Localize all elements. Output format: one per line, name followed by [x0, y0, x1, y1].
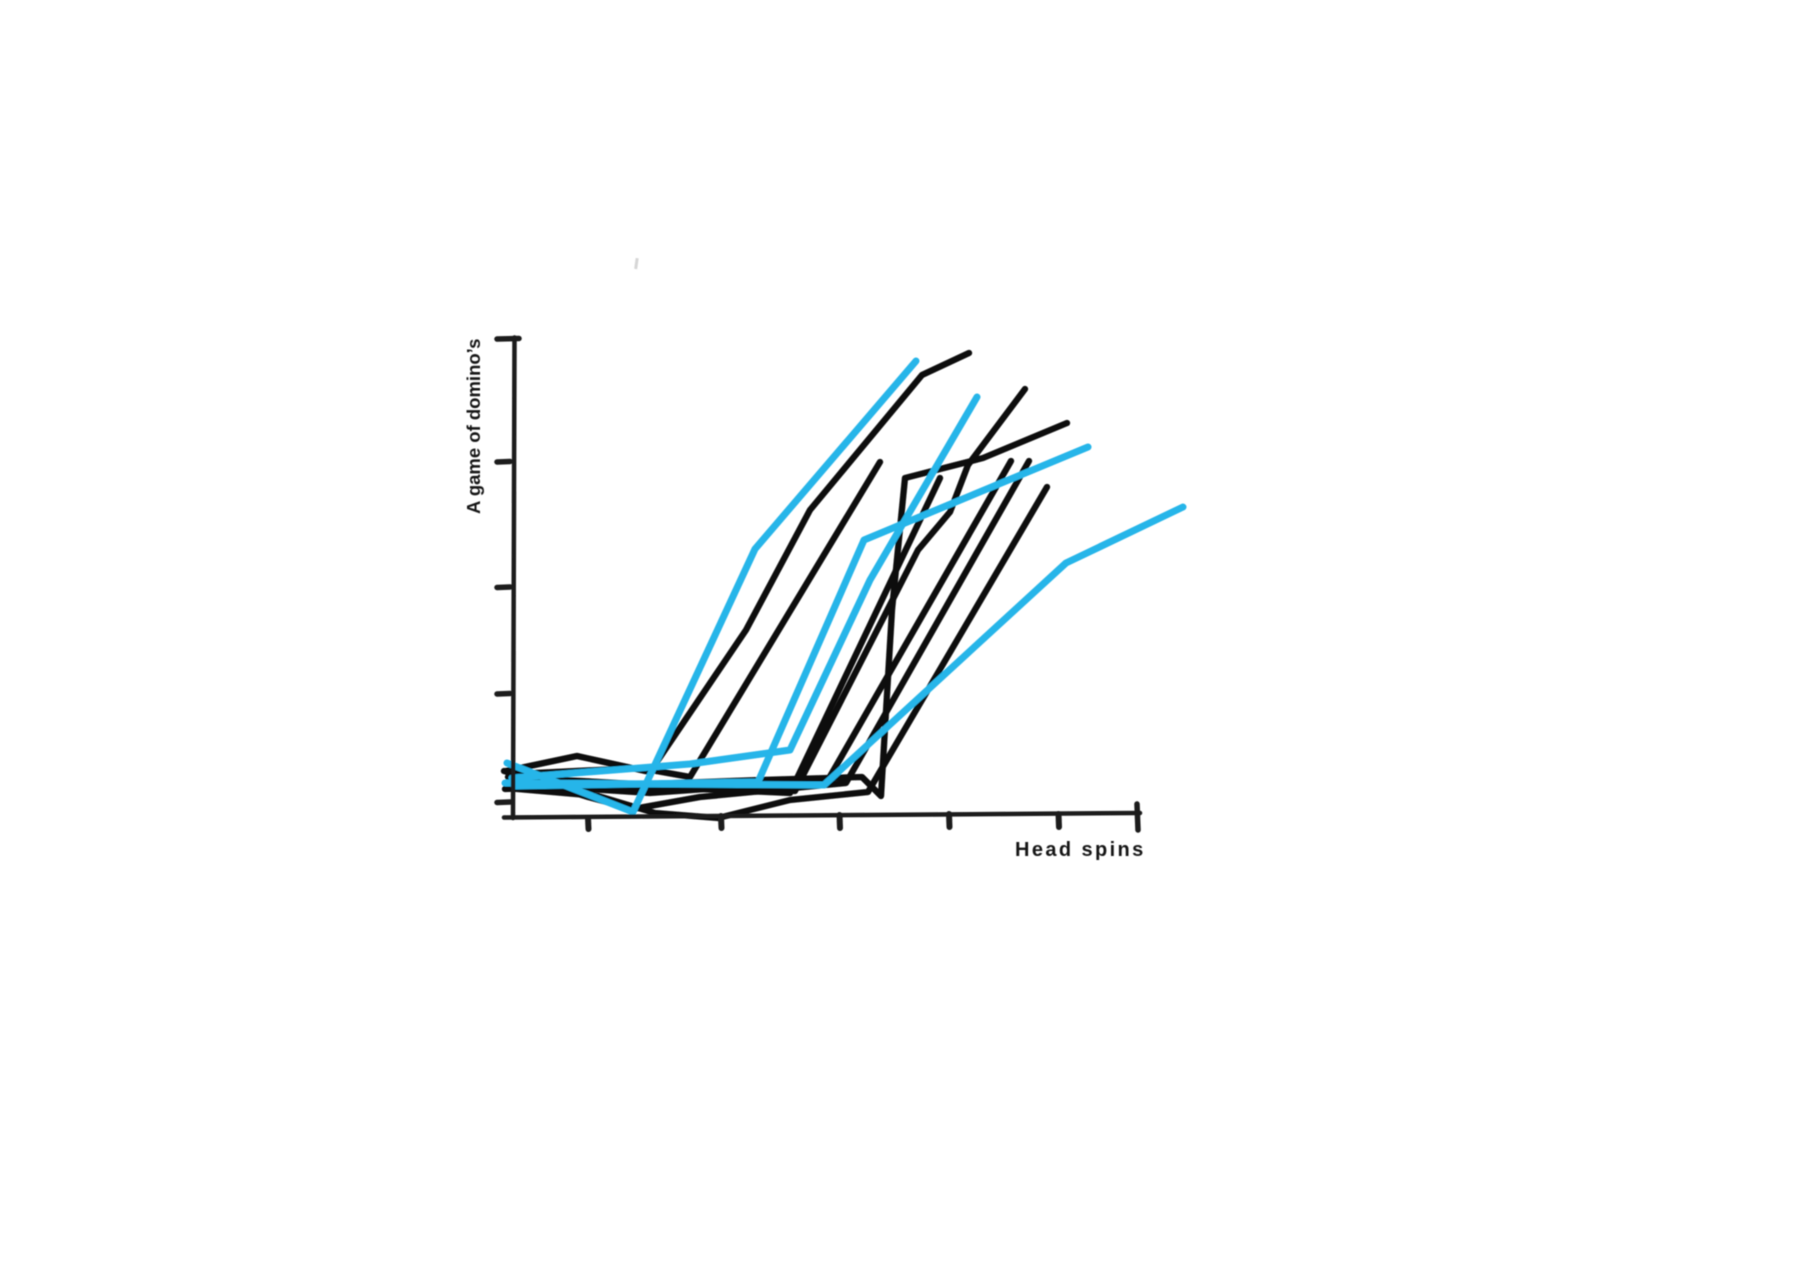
svg-text:Head spins: Head spins — [1015, 839, 1146, 861]
svg-text:A game of domino’s: A game of domino’s — [463, 339, 484, 514]
